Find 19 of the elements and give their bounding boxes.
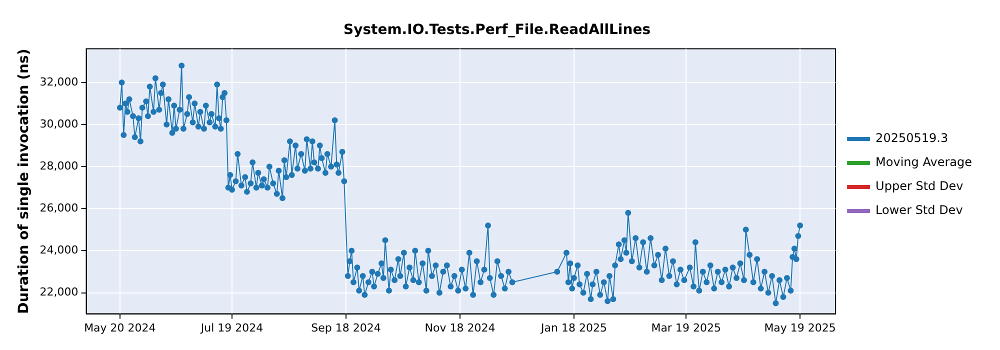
chart-title: System.IO.Tests.Perf_File.ReadAllLines: [343, 22, 651, 38]
y-tick-label: 30,000: [40, 117, 78, 130]
x-tick-label: Jan 18 2025: [540, 321, 607, 334]
x-tick-label: Nov 18 2024: [424, 321, 496, 334]
y-tick-label: 32,000: [40, 75, 78, 88]
legend-label: 20250519.3: [876, 131, 948, 146]
x-tick-label: Jul 19 2024: [200, 321, 264, 334]
x-tick-label: Mar 19 2025: [651, 321, 721, 334]
y-tick-label: 22,000: [40, 286, 78, 299]
legend-label: Upper Std Dev: [876, 179, 964, 194]
y-tick-label: 28,000: [40, 159, 78, 172]
legend-label: Lower Std Dev: [876, 203, 963, 218]
legend-label: Moving Average: [876, 155, 972, 170]
y-tick-label: 24,000: [40, 244, 78, 257]
x-tick-label: Sep 18 2024: [311, 321, 381, 334]
x-tick-label: May 20 2024: [84, 321, 156, 334]
y-axis-title: Duration of single invocation (ns): [16, 48, 32, 314]
x-tick-label: May 19 2025: [764, 321, 836, 334]
y-tick-label: 26,000: [40, 202, 78, 214]
